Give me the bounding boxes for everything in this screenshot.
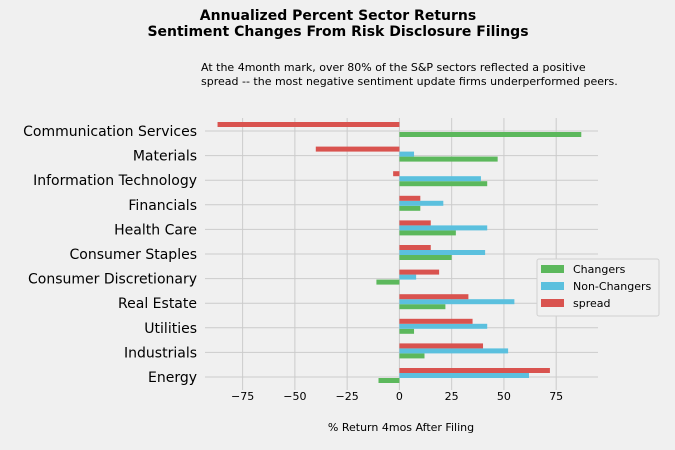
bar-changers <box>399 304 446 310</box>
bar-spread <box>399 343 484 349</box>
bars <box>217 122 582 383</box>
x-tick-label: −25 <box>336 390 359 403</box>
bar-changers <box>399 328 415 334</box>
bar-changers <box>399 205 421 211</box>
bar-spread <box>315 146 400 152</box>
legend-label: Changers <box>573 263 626 276</box>
bar-spread <box>393 171 400 177</box>
bar-non-changers <box>399 348 509 354</box>
bar-changers <box>399 132 582 137</box>
legend-swatch <box>541 265 564 273</box>
bar-spread <box>399 245 431 250</box>
bar-non-changers <box>399 274 417 280</box>
bar-non-changers <box>399 200 444 206</box>
bar-spread <box>399 318 473 324</box>
category-label: Real Estate <box>118 296 197 312</box>
x-tick-label: 0 <box>396 390 403 403</box>
category-label: Health Care <box>114 222 197 238</box>
bar-non-changers <box>399 250 486 255</box>
legend-label: spread <box>573 297 611 310</box>
legend-box <box>536 258 660 317</box>
bar-spread <box>399 368 550 373</box>
category-labels: Energy Industrials Utilities Real Estate Con… <box>23 124 197 386</box>
category-label: Consumer Staples <box>70 247 197 263</box>
bar-changers <box>399 255 452 260</box>
bar-changers <box>378 378 400 383</box>
bar-non-changers <box>399 176 481 182</box>
bar-spread <box>399 294 469 300</box>
category-label: Financials <box>128 198 197 214</box>
x-tick-label: 25 <box>445 390 459 403</box>
bar-changers <box>376 279 400 285</box>
legend-swatch <box>541 299 564 307</box>
legend: Changers Non-Changers spread <box>536 258 660 317</box>
bar-spread <box>399 269 440 275</box>
category-label: Consumer Discretionary <box>28 272 197 288</box>
bar-spread <box>399 195 421 201</box>
x-tick-label: −50 <box>283 390 306 403</box>
category-label: Materials <box>133 149 197 165</box>
bar-non-changers <box>399 323 488 329</box>
chart-title: Annualized Percent Sector Returns Sentime… <box>147 8 528 40</box>
bar-non-changers <box>399 225 488 231</box>
bar-changers <box>399 230 456 236</box>
bar-spread <box>217 122 400 127</box>
category-label: Energy <box>148 370 197 386</box>
legend-label: Non-Changers <box>573 280 652 293</box>
bar-spread <box>399 220 431 226</box>
x-ticks: −75 −50 −25 0 25 50 75 <box>231 390 563 403</box>
bar-non-changers <box>399 299 515 305</box>
x-tick-label: 50 <box>497 390 511 403</box>
bar-non-changers <box>399 373 530 378</box>
x-tick-label: 75 <box>549 390 563 403</box>
bar-non-changers <box>399 151 415 157</box>
chart-subtitle: At the 4month mark, over 80% of the S&P … <box>201 61 618 88</box>
x-axis-label: % Return 4mos After Filing <box>328 421 474 434</box>
category-label: Industrials <box>124 345 197 361</box>
category-label: Information Technology <box>33 173 197 189</box>
legend-swatch <box>541 282 564 290</box>
category-label: Utilities <box>144 321 197 337</box>
bar-changers <box>399 353 425 359</box>
bar-changers <box>399 181 488 187</box>
category-label: Communication Services <box>23 124 197 140</box>
x-tick-label: −75 <box>231 390 254 403</box>
bar-changers <box>399 156 498 162</box>
